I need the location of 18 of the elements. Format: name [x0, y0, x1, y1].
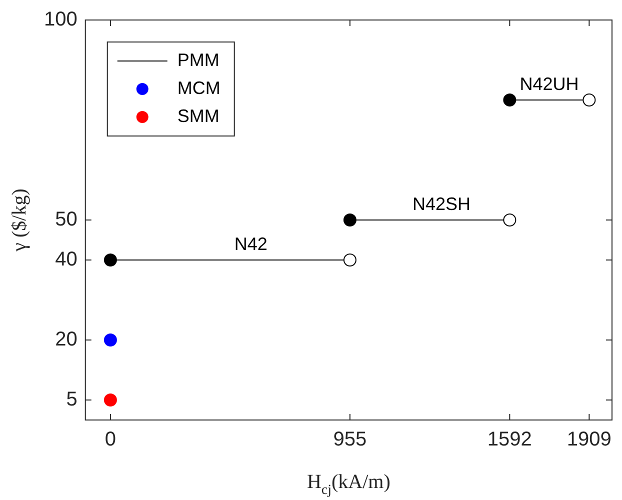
y-tick-label: 100 [44, 8, 78, 31]
x-tick-label: 1592 [487, 428, 532, 451]
legend-label: SMM [177, 106, 220, 126]
point [104, 394, 117, 406]
y-tick-label: 5 [66, 388, 78, 411]
y-axis-title: γ ($/kg) [8, 188, 30, 252]
y-tick-label: 50 [55, 208, 78, 231]
annotation: N42UH [520, 74, 579, 94]
x-tick-label: 0 [104, 428, 116, 451]
x-tick-label: 955 [333, 428, 367, 451]
x-tick-label: 1909 [566, 428, 612, 451]
point [104, 334, 117, 346]
y-tick-label: 20 [55, 328, 78, 351]
legend-label: PMM [177, 50, 220, 70]
legend-label: MCM [177, 78, 220, 98]
y-tick-label: 40 [55, 248, 78, 271]
annotation: N42 [234, 234, 268, 254]
annotation: N42SH [412, 194, 470, 214]
